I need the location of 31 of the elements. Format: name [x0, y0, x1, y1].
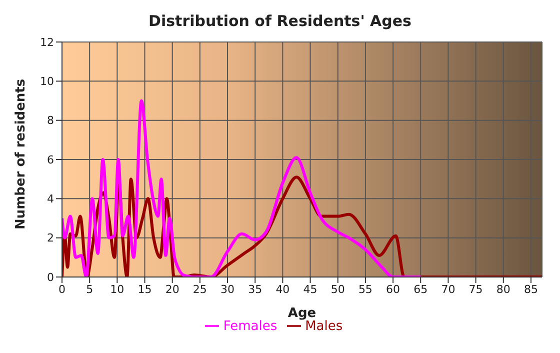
y-tick-label: 0	[47, 270, 54, 284]
legend-label: Males	[305, 319, 343, 334]
x-tick-label: 50	[330, 282, 345, 296]
y-tick-label: 4	[47, 192, 54, 206]
x-tick-label: 70	[441, 282, 456, 296]
x-tick-label: 85	[524, 282, 538, 296]
line-series	[62, 99, 422, 277]
x-tick-label: 65	[414, 282, 428, 296]
x-tick-label: 0	[58, 282, 66, 296]
y-tick-label: 6	[47, 153, 54, 166]
x-tick-label: 15	[138, 282, 152, 296]
x-axis-title: Age	[288, 306, 316, 321]
x-tick-label: 5	[86, 282, 94, 296]
y-tick-label: 8	[47, 114, 54, 128]
legend-label: Females	[223, 319, 278, 334]
y-tick-label: 2	[47, 232, 54, 245]
x-tick-label: 60	[386, 282, 400, 296]
y-axis-title: Number of residents	[14, 78, 29, 230]
chart-title: Distribution of Residents' Ages	[148, 11, 412, 32]
x-tick-label: 20	[165, 282, 180, 296]
x-tick-label: 25	[192, 282, 207, 296]
y-tick-label: 10	[40, 75, 54, 88]
x-tick-label: 40	[276, 282, 290, 296]
x-tick-label: 45	[303, 282, 318, 296]
x-tick-label: 75	[468, 282, 483, 296]
x-tick-label: 30	[220, 282, 235, 296]
x-tick-label: 80	[496, 282, 510, 296]
x-tick-label: 55	[358, 282, 372, 296]
y-tick-label: 12	[40, 36, 54, 49]
x-tick-label: 35	[248, 282, 262, 296]
x-tick-label: 10	[110, 282, 124, 296]
